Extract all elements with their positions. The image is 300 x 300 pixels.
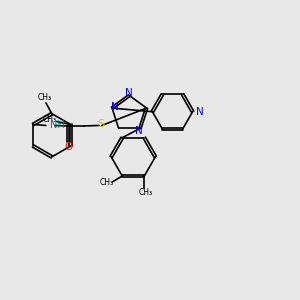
Text: N: N — [135, 126, 143, 136]
Text: CH₃: CH₃ — [43, 115, 57, 124]
Text: NH: NH — [50, 120, 64, 130]
Text: N: N — [196, 107, 203, 117]
Text: S: S — [97, 119, 104, 130]
Text: N: N — [111, 102, 119, 112]
Text: CH₃: CH₃ — [38, 94, 52, 103]
Text: CH₃: CH₃ — [100, 178, 114, 188]
Text: O: O — [64, 142, 73, 152]
Text: CH₃: CH₃ — [138, 188, 152, 197]
Text: N: N — [125, 88, 133, 98]
